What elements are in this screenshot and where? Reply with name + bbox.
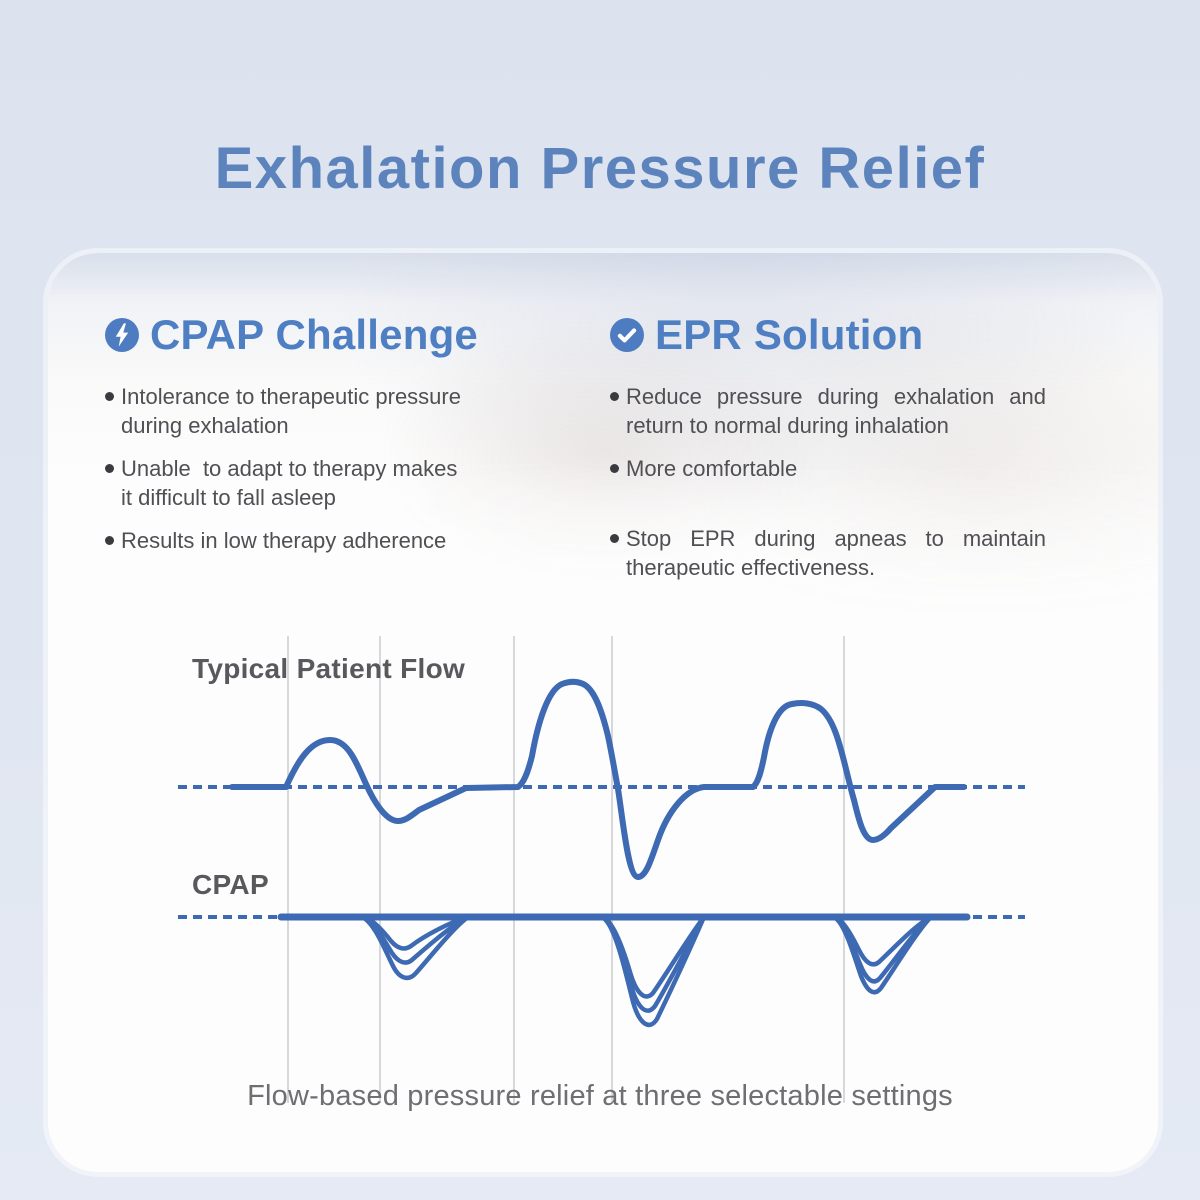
bullet-line: therapeutic effectiveness.	[626, 555, 876, 580]
cpap-challenge-heading: CPAP Challenge	[150, 311, 478, 358]
bullet-line: Reduce pressure during exhalation and	[626, 384, 1046, 409]
epr-solution-header: EPR Solution	[610, 312, 1088, 358]
check-circle-icon	[610, 318, 644, 352]
bullet-line: More comfortable	[626, 456, 798, 481]
bullet-line: return to normal during inhalation	[626, 413, 949, 438]
epr-solution-heading: EPR Solution	[655, 311, 924, 358]
challenge-bullet-list: Intolerance to therapeutic pressure duri…	[105, 382, 550, 555]
typical-patient-flow-label: Typical Patient Flow	[192, 653, 466, 684]
bullet-item: More comfortable	[610, 454, 1088, 483]
bullet-line: Intolerance to therapeutic pressure	[121, 384, 461, 409]
bullet-dot-icon	[610, 534, 619, 543]
cpap-label: CPAP	[192, 869, 269, 900]
cpap-challenge-column: CPAP Challenge Intolerance to therapeuti…	[105, 312, 550, 569]
bullet-dot-icon	[610, 464, 619, 473]
bullet-item: Intolerance to therapeutic pressure duri…	[105, 382, 550, 440]
epr-solution-column: EPR Solution Reduce pressure during exha…	[610, 312, 1088, 596]
bullet-dot-icon	[610, 392, 619, 401]
bullet-item: Stop EPR during apneas to maintain thera…	[610, 524, 1088, 582]
bullet-line: it difficult to fall asleep	[121, 485, 336, 510]
solution-bullet-list: Reduce pressure during exhalation and re…	[610, 382, 1088, 582]
bullet-dot-icon	[105, 464, 114, 473]
bullet-line: during exhalation	[121, 413, 289, 438]
bullet-dot-icon	[105, 392, 114, 401]
page-title: Exhalation Pressure Relief	[214, 136, 986, 201]
bullet-item: Unable to adapt to therapy makes it diff…	[105, 454, 550, 512]
bullet-item: Results in low therapy adherence	[105, 526, 550, 555]
bullet-item: Reduce pressure during exhalation and re…	[610, 382, 1088, 440]
lightning-icon	[105, 318, 139, 352]
bullet-line: Unable to adapt to therapy makes	[121, 456, 458, 481]
bullet-line: Stop EPR during apneas to maintain	[626, 526, 1046, 551]
bullet-dot-icon	[105, 536, 114, 545]
bullet-line: Results in low therapy adherence	[121, 528, 447, 553]
chart-caption: Flow-based pressure relief at three sele…	[247, 1080, 953, 1112]
cpap-challenge-header: CPAP Challenge	[105, 312, 550, 358]
